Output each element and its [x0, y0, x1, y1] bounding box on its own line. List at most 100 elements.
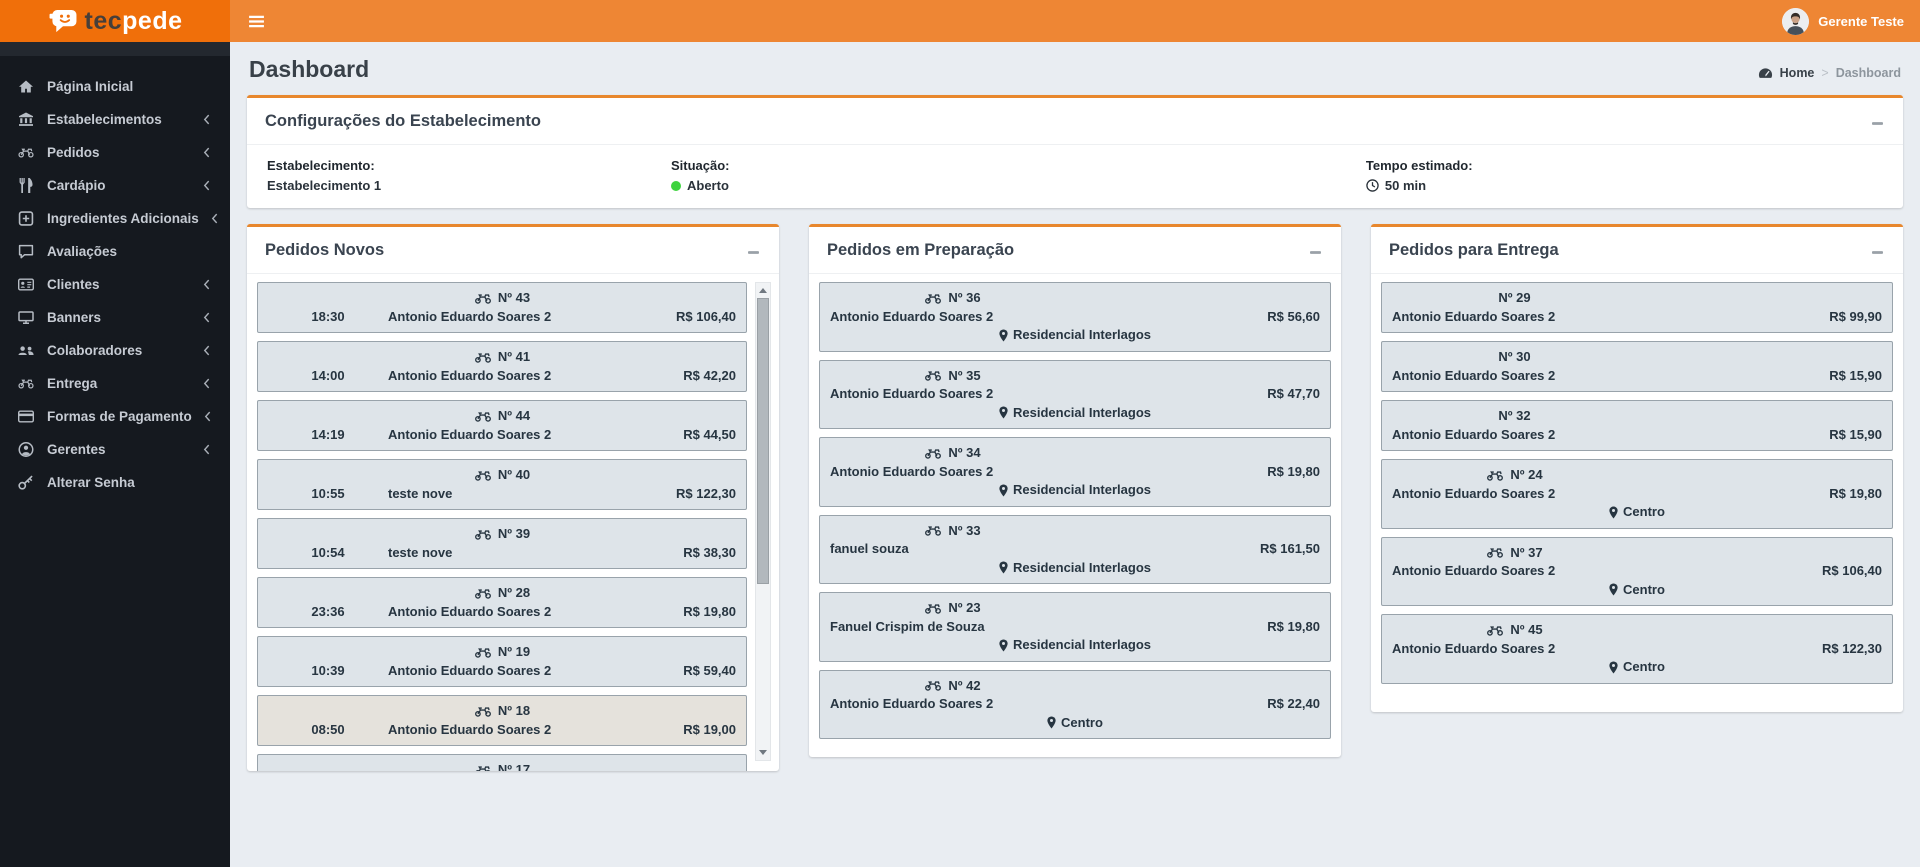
- order-customer-name: Antonio Eduardo Soares 2: [388, 426, 552, 442]
- order-card-details: Antonio Eduardo Soares 2 R$ 106,40: [1392, 562, 1882, 581]
- orders-list: Nº 43 18:30 Antonio Eduardo Soares 2 R$ 106…: [247, 274, 779, 771]
- order-card[interactable]: Nº 42 Antonio Eduardo Soares 2 R$ 22,40 Cen…: [819, 669, 1331, 739]
- collapse-button[interactable]: [1868, 110, 1887, 133]
- order-card-header: Nº 41: [268, 348, 736, 367]
- order-card-header: Nº 18: [268, 702, 736, 721]
- brand-logo[interactable]: tecpede: [0, 0, 230, 42]
- order-number: Nº 43: [497, 290, 531, 305]
- order-number: Nº 37: [1510, 544, 1543, 560]
- order-card[interactable]: Nº 35 Antonio Eduardo Soares 2 R$ 47,70 Res…: [819, 359, 1331, 429]
- order-card[interactable]: Nº 43 18:30 Antonio Eduardo Soares 2 R$ 106…: [257, 282, 747, 333]
- motorcycle-icon: [474, 411, 492, 422]
- order-card[interactable]: Nº 19 10:39 Antonio Eduardo Soares 2 R$ 59,…: [257, 636, 747, 687]
- sidebar-item-banners[interactable]: Banners: [0, 301, 230, 334]
- scrollbar-track[interactable]: [756, 298, 770, 745]
- id-card-icon: [16, 277, 35, 292]
- sidebar-item-pagina-inicial[interactable]: Página Inicial: [0, 70, 230, 103]
- sidebar-item-formas-de-pagamento[interactable]: Formas de Pagamento: [0, 400, 230, 433]
- user-menu[interactable]: Gerente Teste: [1766, 0, 1920, 42]
- order-number: Nº 42: [948, 677, 981, 693]
- sidebar-item-label: Clientes: [47, 277, 100, 292]
- collapse-button[interactable]: [744, 239, 763, 262]
- order-card[interactable]: Nº 33 fanuel souza R$ 161,50 Residencial In…: [819, 514, 1331, 584]
- sidebar-item-estabelecimentos[interactable]: Estabelecimentos: [0, 103, 230, 136]
- order-card[interactable]: Nº 29 Antonio Eduardo Soares 2 R$ 99,90: [1381, 282, 1893, 333]
- scrollbar[interactable]: [755, 282, 771, 761]
- order-number: Nº 41: [497, 349, 531, 364]
- motorcycle-icon: [924, 448, 942, 459]
- chevron-left-icon: [203, 345, 210, 356]
- page-head: Dashboard Home > Dashboard: [249, 56, 1901, 83]
- order-card[interactable]: Nº 30 Antonio Eduardo Soares 2 R$ 15,90: [1381, 341, 1893, 392]
- orders-list: Nº 29 Antonio Eduardo Soares 2 R$ 99,90 Nº …: [1371, 274, 1903, 712]
- order-number: Nº 39: [497, 526, 531, 541]
- order-card[interactable]: Nº 28 23:36 Antonio Eduardo Soares 2 R$ 19,…: [257, 577, 747, 628]
- chevron-left-icon: [203, 312, 210, 323]
- order-location-label: Centro: [1623, 581, 1665, 597]
- order-card[interactable]: Nº 34 Antonio Eduardo Soares 2 R$ 19,80 Res…: [819, 437, 1331, 507]
- chevron-left-icon: [203, 180, 210, 191]
- sidebar-item-clientes[interactable]: Clientes: [0, 268, 230, 301]
- order-card[interactable]: Nº 18 08:50 Antonio Eduardo Soares 2 R$ 19,…: [257, 695, 747, 746]
- order-location: Residencial Interlagos: [830, 636, 1320, 655]
- sidebar-item-label: Gerentes: [47, 442, 106, 457]
- chevron-left-icon: [204, 411, 211, 422]
- sidebar-item-avaliacoes[interactable]: Avaliações: [0, 235, 230, 268]
- scrollbar-up-button[interactable]: [756, 283, 770, 298]
- sidebar-item-label: Cardápio: [47, 178, 106, 193]
- order-number: Nº 35: [948, 367, 981, 383]
- settings-field-value: 50 min: [1366, 178, 1873, 193]
- order-time: 08:50: [311, 721, 345, 737]
- menu-toggle-button[interactable]: [230, 0, 283, 42]
- sidebar-item-entrega[interactable]: Entrega: [0, 367, 230, 400]
- person-avatar-icon: [1782, 7, 1810, 35]
- collapse-button[interactable]: [1306, 239, 1325, 262]
- sidebar-nav: Página Inicial Estabelecimentos Pedidos Car…: [0, 56, 230, 499]
- order-price: R$ 19,80: [1267, 463, 1320, 479]
- order-card[interactable]: Nº 41 14:00 Antonio Eduardo Soares 2 R$ 42,…: [257, 341, 747, 392]
- motorcycle-icon: [16, 145, 35, 160]
- scrollbar-thumb[interactable]: [757, 298, 769, 585]
- sidebar-item-gerentes[interactable]: Gerentes: [0, 433, 230, 466]
- minus-icon: [1872, 243, 1883, 258]
- orders-panel-title: Pedidos Novos: [265, 241, 385, 259]
- settings-field: Tempo estimado: 50 min: [1366, 158, 1883, 193]
- order-number: Nº 44: [497, 408, 531, 423]
- order-card-details: 10:39 Antonio Eduardo Soares 2 R$ 59,40: [268, 662, 736, 681]
- order-customer-name: Antonio Eduardo Soares 2: [1392, 367, 1556, 383]
- sidebar-item-ingredientes-adicionais[interactable]: Ingredientes Adicionais: [0, 202, 230, 235]
- order-card[interactable]: Nº 45 Antonio Eduardo Soares 2 R$ 122,30 Ce…: [1381, 614, 1893, 684]
- breadcrumb-home-link[interactable]: Home: [1779, 66, 1815, 80]
- page-title: Dashboard: [249, 56, 370, 82]
- sidebar-item-cardapio[interactable]: Cardápio: [0, 169, 230, 202]
- order-number: Nº 23: [948, 600, 981, 615]
- orders-panel-header: Pedidos para Entrega: [1371, 227, 1903, 274]
- order-number: Nº 34: [948, 445, 981, 460]
- order-card[interactable]: Nº 36 Antonio Eduardo Soares 2 R$ 56,60 Res…: [819, 282, 1331, 352]
- order-card[interactable]: Nº 23 Fanuel Crispim de Souza R$ 19,80 Resi…: [819, 592, 1331, 662]
- comment-icon: [16, 244, 35, 259]
- order-price: R$ 44,50: [683, 426, 736, 442]
- sidebar-item-label: Colaboradores: [47, 343, 143, 358]
- order-card[interactable]: Nº 39 10:54 teste nove R$ 38,30: [257, 518, 747, 569]
- minus-icon: [1872, 114, 1883, 129]
- sidebar-item-colaboradores[interactable]: Colaboradores: [0, 334, 230, 367]
- sidebar-item-label: Alterar Senha: [47, 475, 135, 490]
- order-card[interactable]: Nº 40 10:55 teste nove R$ 122,30: [257, 459, 747, 510]
- collapse-button[interactable]: [1868, 239, 1887, 262]
- order-card-header: Nº 43: [268, 289, 736, 308]
- order-card[interactable]: Nº 32 Antonio Eduardo Soares 2 R$ 15,90: [1381, 400, 1893, 451]
- sidebar-item-pedidos[interactable]: Pedidos: [0, 136, 230, 169]
- sidebar-item-alterar-senha[interactable]: Alterar Senha: [0, 466, 230, 499]
- order-customer-name: Antonio Eduardo Soares 2: [388, 721, 552, 737]
- order-card[interactable]: Nº 17: [257, 754, 747, 771]
- order-card[interactable]: Nº 37 Antonio Eduardo Soares 2 R$ 106,40 Ce…: [1381, 536, 1893, 606]
- order-time: 10:55: [311, 485, 345, 501]
- orders-panel-title: Pedidos em Preparação: [827, 241, 1015, 259]
- scrollbar-down-button[interactable]: [756, 745, 770, 760]
- order-card-details: Antonio Eduardo Soares 2 R$ 15,90: [1392, 367, 1882, 386]
- order-card[interactable]: Nº 44 14:19 Antonio Eduardo Soares 2 R$ 44,…: [257, 400, 747, 451]
- sidebar-item-label: Formas de Pagamento: [47, 409, 192, 424]
- order-card[interactable]: Nº 24 Antonio Eduardo Soares 2 R$ 19,80 Cen…: [1381, 459, 1893, 529]
- order-price: R$ 161,50: [1260, 541, 1320, 556]
